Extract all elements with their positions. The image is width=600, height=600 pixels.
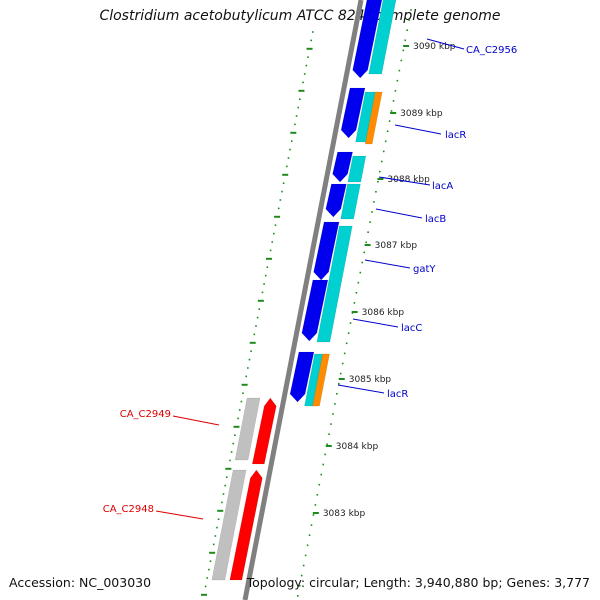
forward-gene-block[interactable] — [289, 351, 315, 403]
forward-cds-band[interactable] — [316, 225, 353, 343]
gene-features — [211, 0, 398, 581]
gene-label[interactable]: lacA — [432, 181, 453, 192]
inner-tick-track — [297, 9, 412, 597]
accession-text: Accession: NC_003030 — [9, 575, 152, 590]
reverse-gene-block[interactable] — [234, 397, 261, 461]
reverse-cds-band[interactable] — [229, 469, 263, 581]
forward-gene-block[interactable] — [352, 0, 384, 79]
kbp-tick-label: 3087 kbp — [375, 241, 418, 251]
kbp-tick-label: 3090 kbp — [413, 42, 456, 52]
genome-backbone — [242, 0, 364, 600]
forward-gene-block[interactable] — [332, 151, 353, 183]
gene-leader-line — [172, 415, 220, 426]
forward-cds-band[interactable] — [340, 183, 361, 220]
gene-leader-line — [155, 510, 204, 520]
forward-rna-band[interactable] — [312, 353, 330, 407]
topology-text: Topology: circular; Length: 3,940,880 bp… — [246, 575, 590, 590]
outer-tick-track — [201, 31, 314, 596]
gene-leader-line — [378, 176, 431, 186]
forward-gene-block[interactable] — [340, 87, 366, 139]
forward-gene-block[interactable] — [313, 221, 340, 281]
gene-leader-line — [364, 259, 411, 269]
kbp-tick-label: 3089 kbp — [400, 109, 443, 119]
reverse-gene-block[interactable] — [211, 469, 247, 581]
kbp-tick-label: 3085 kbp — [349, 375, 392, 385]
gene-label[interactable]: lacR — [445, 130, 466, 141]
forward-gene-block[interactable] — [325, 183, 347, 218]
reverse-cds-band[interactable] — [251, 397, 277, 465]
gene-leader-line — [352, 318, 399, 328]
gene-label[interactable]: CA_C2949 — [120, 409, 171, 420]
gene-label[interactable]: lacR — [387, 389, 408, 400]
forward-cds-band[interactable] — [368, 0, 398, 75]
kbp-tick-label: 3088 kbp — [387, 175, 430, 185]
gene-labels: CA_C2956 lacR lacA lacB gatY lacC lacR CA_C2949… — [103, 38, 517, 520]
kbp-ticks: 3090 kbp 3089 kbp 3088 kbp 3087 kbp 3086 kbp… — [312, 42, 456, 519]
gene-leader-line — [426, 38, 465, 50]
gene-label[interactable]: CA_C2956 — [466, 45, 517, 56]
gene-label[interactable]: lacB — [425, 214, 446, 225]
gene-leader-line — [394, 124, 442, 135]
gene-label[interactable]: gatY — [413, 264, 436, 275]
gene-leader-line — [337, 384, 385, 394]
kbp-tick-label: 3083 kbp — [323, 509, 366, 519]
gene-label[interactable]: lacC — [401, 323, 422, 334]
genome-title: Clostridium acetobutylicum ATCC 824, com… — [99, 8, 501, 24]
forward-gene-block[interactable] — [301, 279, 329, 342]
forward-rna-band[interactable] — [364, 91, 383, 145]
kbp-tick-label: 3084 kbp — [336, 442, 379, 452]
gene-label[interactable]: CA_C2948 — [103, 504, 154, 515]
forward-cds-band[interactable] — [347, 155, 367, 183]
gene-leader-line — [375, 208, 423, 219]
kbp-tick-label: 3086 kbp — [362, 308, 405, 318]
